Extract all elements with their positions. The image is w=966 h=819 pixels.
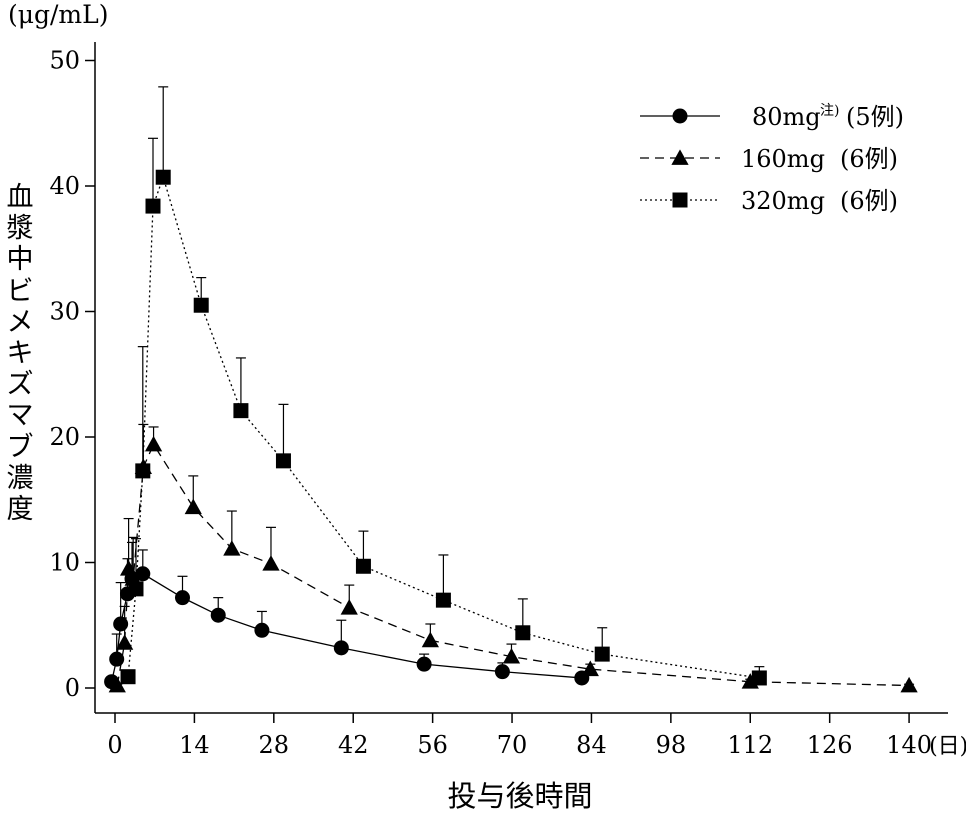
legend: 80mg 注) (5例) 160mg (6例) 320mg (6例) [640, 103, 904, 215]
data-point [494, 664, 510, 680]
data-point [262, 555, 280, 571]
legend-count: (6例) [840, 187, 898, 215]
x-tick-label: 112 [727, 731, 773, 759]
series-160mg [108, 423, 918, 693]
x-tick-label: 42 [338, 731, 369, 759]
data-point [741, 673, 759, 689]
data-point [104, 674, 120, 690]
data-point [134, 458, 152, 475]
x-axis-title: 投与後時間 [447, 779, 592, 813]
data-point [174, 590, 190, 606]
data-point [233, 403, 249, 419]
series-320mg [120, 86, 767, 686]
data-point [421, 631, 439, 648]
y-tick-label: 50 [49, 47, 80, 75]
data-point [275, 453, 291, 469]
series-80mg [104, 541, 590, 690]
data-point [135, 566, 151, 582]
legend-label: 160mg [741, 145, 825, 173]
x-tick-label: 14 [179, 731, 210, 759]
y-axis-unit-label: (μg/mL) [8, 0, 109, 29]
data-point [355, 558, 371, 574]
data-point [340, 599, 358, 615]
series-layer [104, 86, 918, 693]
data-point [145, 198, 161, 214]
data-point [672, 108, 688, 124]
x-tick-label: 98 [656, 731, 687, 759]
x-tick-label: 126 [807, 731, 853, 759]
y-tick-label: 30 [49, 298, 80, 326]
x-tick-label: 84 [576, 731, 607, 759]
legend-item-80mg: 80mg 注) (5例) [640, 103, 904, 131]
data-point [193, 297, 209, 313]
legend-item-320mg: 320mg (6例) [640, 187, 898, 215]
data-point [109, 651, 125, 667]
legend-count: (5例) [846, 103, 904, 131]
x-tick-label: 56 [417, 731, 448, 759]
x-tick-label: 140 [886, 731, 932, 759]
y-tick-label: 40 [49, 172, 80, 200]
data-point [900, 676, 918, 693]
y-tick-label: 20 [49, 423, 80, 451]
y-tick-label: 10 [49, 549, 80, 577]
data-point [184, 498, 202, 515]
legend-label: 80mg [752, 103, 821, 131]
data-point [574, 670, 590, 686]
y-tick-label: 0 [65, 674, 80, 702]
data-point [435, 592, 451, 608]
x-tick-label: 28 [259, 731, 290, 759]
data-point [672, 192, 688, 208]
data-point [416, 656, 432, 672]
data-point [254, 622, 270, 638]
data-point [113, 616, 129, 632]
data-point [502, 648, 521, 664]
y-axis-title: 血漿中ビメキズマブ濃度 [6, 182, 34, 526]
legend-count: (6例) [840, 145, 898, 173]
x-tick-label: 70 [497, 731, 528, 759]
data-point [333, 640, 349, 656]
data-point [155, 169, 171, 185]
data-point [594, 646, 610, 662]
data-point [223, 540, 241, 556]
series-line [116, 443, 910, 687]
legend-item-160mg: 160mg (6例) [640, 145, 898, 173]
data-point [116, 634, 134, 650]
legend-label: 320mg [741, 187, 825, 215]
axis-ticks: 0 10 20 30 40 50 0 14 28 42 56 70 84 98 112 126 140(日) [49, 47, 966, 760]
legend-footnote-mark: 注) [820, 103, 839, 119]
data-point [144, 435, 163, 452]
data-point [120, 669, 136, 685]
x-tick-label: 0 [107, 731, 122, 759]
data-point [119, 586, 135, 602]
data-point [515, 625, 531, 641]
data-point [671, 149, 689, 165]
x-axis-unit-label: (日) [929, 734, 966, 759]
data-point [210, 607, 226, 623]
